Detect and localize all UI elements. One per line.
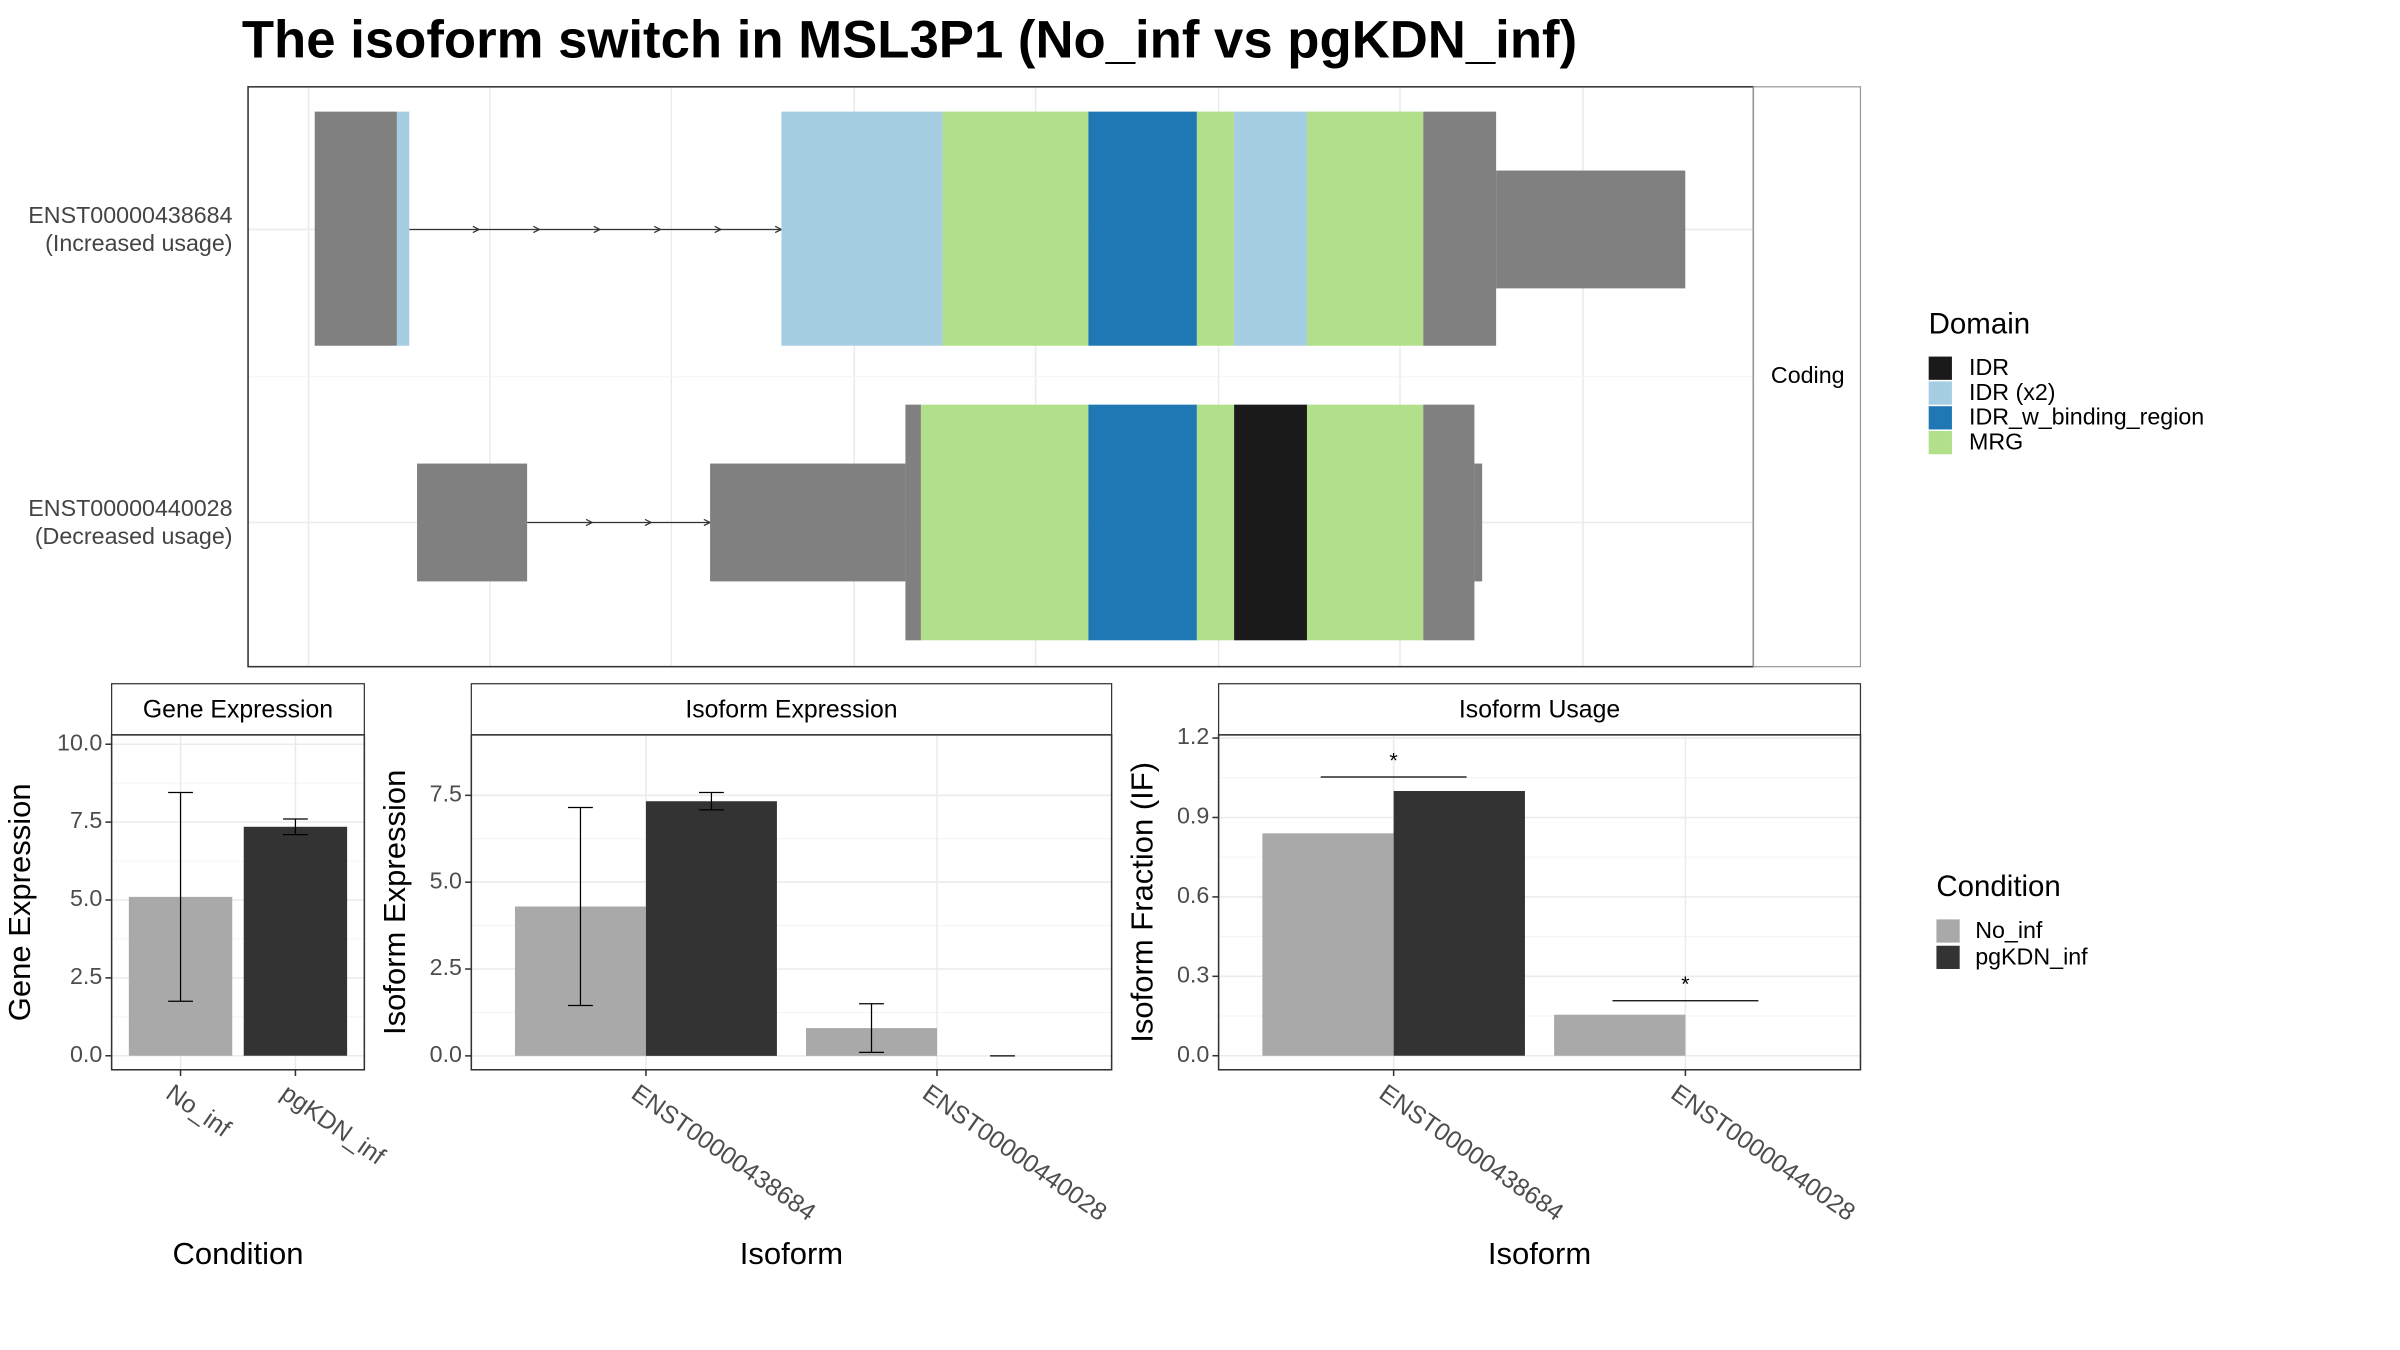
y-tick-label: 1.2: [1177, 723, 1209, 749]
x-axis-title: Condition: [172, 1236, 303, 1271]
domain-segment: [396, 111, 410, 346]
legend-key: [1928, 431, 1952, 455]
panel-title: Isoform Expression: [685, 696, 897, 723]
bar: [1262, 833, 1394, 1056]
panel-title: Isoform Usage: [1459, 696, 1620, 723]
panel-border: [1217, 734, 1862, 1071]
y-tick-label: 0.6: [1177, 882, 1209, 908]
error-bar: [168, 791, 193, 1002]
isoform-sublabel: (Increased usage): [45, 230, 232, 256]
x-tick-label: ENST00000438684: [626, 1080, 820, 1227]
legend-label: MRG: [1969, 429, 2023, 455]
y-tick-label: 0.3: [1177, 961, 1209, 987]
domain-segment: [1306, 404, 1424, 641]
bar: [1554, 1014, 1686, 1056]
y-tick-label: 5.0: [430, 867, 462, 893]
domain-segment: [1088, 404, 1197, 641]
error-bar: [859, 1003, 884, 1054]
significance-label: *: [1681, 971, 1690, 996]
legend-key: [1928, 356, 1952, 380]
legend-title: Condition: [1936, 870, 2060, 903]
y-tick-label: 0.0: [430, 1041, 462, 1067]
bar-chart: Isoform Expression 0.0 2.5 5.0 7.5 ENST000004…: [377, 683, 1113, 1271]
main-title: The isoform switch in MSL3P1 (No_inf vs …: [242, 10, 1577, 69]
x-tick-label: ENST00000438684: [1374, 1080, 1568, 1227]
y-axis-title: Isoform Fraction (IF): [1124, 762, 1159, 1043]
panel-border: [110, 734, 366, 1071]
x-axis-title: Isoform: [1488, 1236, 1591, 1271]
bar: [243, 826, 348, 1056]
x-tick-label: ENST00000440028: [917, 1080, 1111, 1227]
isoform-1: [314, 111, 1686, 346]
legend-key: [1928, 406, 1952, 430]
legend-key: [1936, 919, 1960, 943]
isoform-sublabel: (Decreased usage): [35, 523, 233, 549]
legend-label: No_inf: [1975, 917, 2043, 943]
domain-segment: [1306, 111, 1424, 346]
panel-title: Gene Expression: [143, 696, 333, 723]
domain-segment: [942, 111, 1089, 346]
x-tick-label: pgKDN_inf: [276, 1080, 390, 1171]
domain-segment: [1196, 111, 1235, 346]
facet-strip: [1752, 86, 1862, 668]
transcript-panel: Coding ENST00000438684 (Increased usage)…: [28, 86, 1862, 668]
domain-segment: [1088, 111, 1197, 346]
y-tick-label: 10.0: [57, 729, 102, 755]
facet-strip: [1217, 683, 1862, 736]
legend-label: IDR: [1969, 354, 2009, 380]
y-axis-title: Gene Expression: [2, 783, 37, 1021]
x-tick-label: No_inf: [161, 1080, 235, 1143]
x-tick-label: ENST00000440028: [1666, 1080, 1860, 1227]
legend-label: pgKDN_inf: [1975, 943, 2088, 969]
bar-chart: Isoform Usage 0.0 0.3 0.6 0.9 1.2 ENST00000438…: [1124, 683, 1862, 1271]
y-tick-label: 0.0: [70, 1041, 102, 1067]
legend-key: [1936, 945, 1960, 969]
error-bar: [568, 806, 593, 1007]
y-tick-label: 2.5: [430, 954, 462, 980]
bar-chart: Gene Expression 0.0 2.5 5.0 7.5 10.0 No_inf pgK…: [2, 683, 390, 1271]
legend-title: Domain: [1929, 307, 2030, 340]
domain-segment: [1196, 404, 1235, 641]
domain-segment: [1234, 404, 1307, 641]
panel-border: [470, 734, 1113, 1071]
y-tick-label: 5.0: [70, 885, 102, 911]
isoform-2: [417, 404, 1483, 641]
domain-segment: [1234, 111, 1307, 346]
x-axis-title: Isoform: [740, 1236, 843, 1271]
legend-label: IDR_w_binding_region: [1969, 404, 2204, 430]
facet-strip: [470, 683, 1113, 736]
domain-segment: [781, 111, 943, 346]
y-tick-label: 7.5: [70, 807, 102, 833]
y-axis-title: Isoform Expression: [377, 770, 412, 1035]
isoform-label: ENST00000440028: [28, 495, 232, 521]
isoform-label: ENST00000438684: [28, 202, 232, 228]
facet-label: Coding: [1771, 362, 1845, 388]
y-tick-label: 2.5: [70, 963, 102, 989]
error-bar: [699, 791, 724, 811]
domain-segment: [920, 404, 1089, 641]
y-tick-label: 7.5: [430, 780, 462, 806]
facet-strip: [111, 683, 365, 736]
legend-key: [1928, 381, 1952, 405]
y-tick-label: 0.9: [1177, 803, 1209, 829]
error-bar: [283, 818, 308, 836]
legend-label: IDR (x2): [1969, 379, 2056, 405]
bar: [1393, 791, 1525, 1056]
y-tick-label: 0.0: [1177, 1041, 1209, 1067]
bar: [645, 801, 777, 1056]
significance-label: *: [1389, 747, 1398, 772]
